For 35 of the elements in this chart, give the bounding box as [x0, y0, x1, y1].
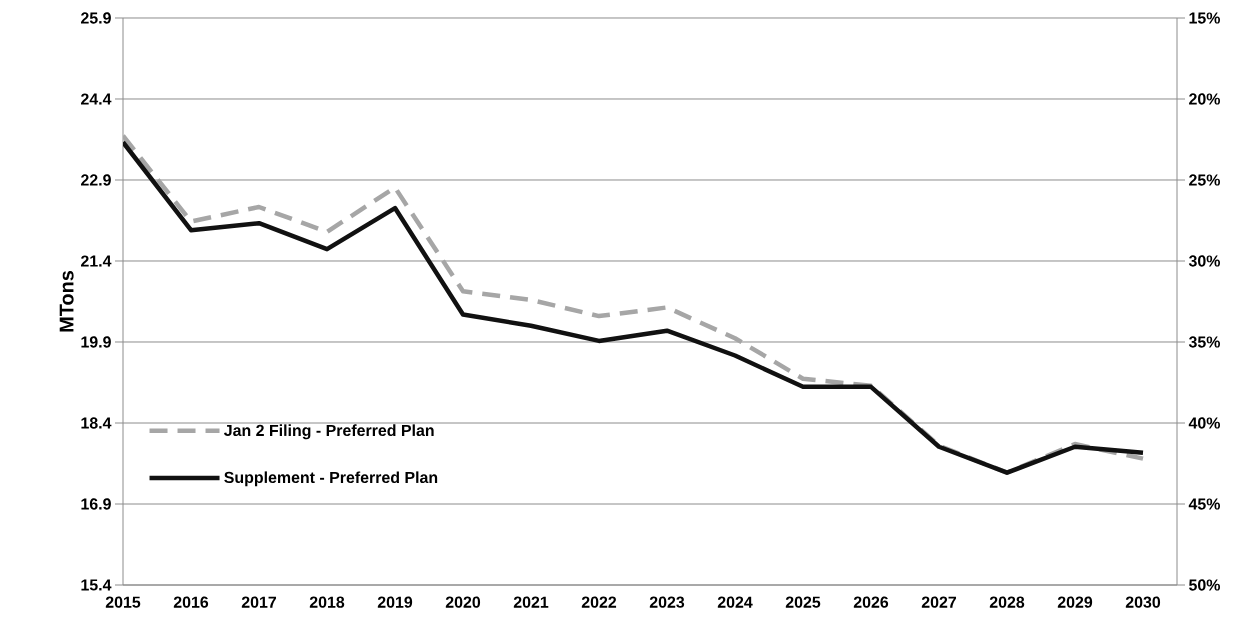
x-tick-label: 2030: [1125, 596, 1161, 608]
y2-tick-label: 50%: [1189, 579, 1220, 591]
y2-tick-label: 45%: [1188, 498, 1220, 510]
y-tick-label: 22.9: [81, 174, 111, 186]
x-tick-label: 2021: [513, 596, 549, 608]
y-tick-label: 25.9: [81, 12, 111, 24]
y-tick-label: 21.4: [81, 255, 112, 267]
x-tick-label: 2024: [717, 596, 753, 608]
x-tick-label: 2027: [921, 596, 957, 608]
x-tick-label: 2025: [785, 596, 821, 608]
y2-tick-label: 35%: [1188, 336, 1220, 348]
y-tick-label: 16.9: [81, 498, 111, 510]
y-tick-label: 18.4: [81, 417, 112, 429]
x-tick-label: 2019: [377, 596, 413, 608]
x-tick-label: 2023: [649, 596, 685, 608]
y2-tick-label: 25%: [1189, 174, 1220, 186]
x-tick-label: 2022: [581, 596, 617, 608]
y2-tick-label: 15%: [1189, 12, 1220, 24]
y-axis-title: MTons: [59, 270, 74, 332]
y2-tick-label: 30%: [1188, 255, 1220, 267]
legend-label: Supplement - Preferred Plan: [224, 471, 438, 487]
x-tick-label: 2015: [105, 596, 141, 608]
y2-tick-label: 20%: [1189, 93, 1220, 105]
x-tick-label: 2026: [853, 596, 889, 608]
x-tick-label: 2016: [173, 596, 209, 608]
y-tick-label: 19.9: [81, 336, 111, 348]
y-tick-label: 15.4: [81, 579, 112, 591]
x-tick-label: 2020: [445, 596, 481, 608]
x-tick-label: 2018: [309, 596, 345, 608]
x-tick-label: 2028: [989, 596, 1025, 608]
legend-label: Jan 2 Filing - Preferred Plan: [224, 424, 434, 440]
x-tick-label: 2017: [241, 596, 277, 608]
x-tick-label: 2029: [1057, 596, 1093, 608]
y-tick-label: 24.4: [81, 93, 112, 105]
y2-tick-label: 40%: [1188, 417, 1220, 429]
